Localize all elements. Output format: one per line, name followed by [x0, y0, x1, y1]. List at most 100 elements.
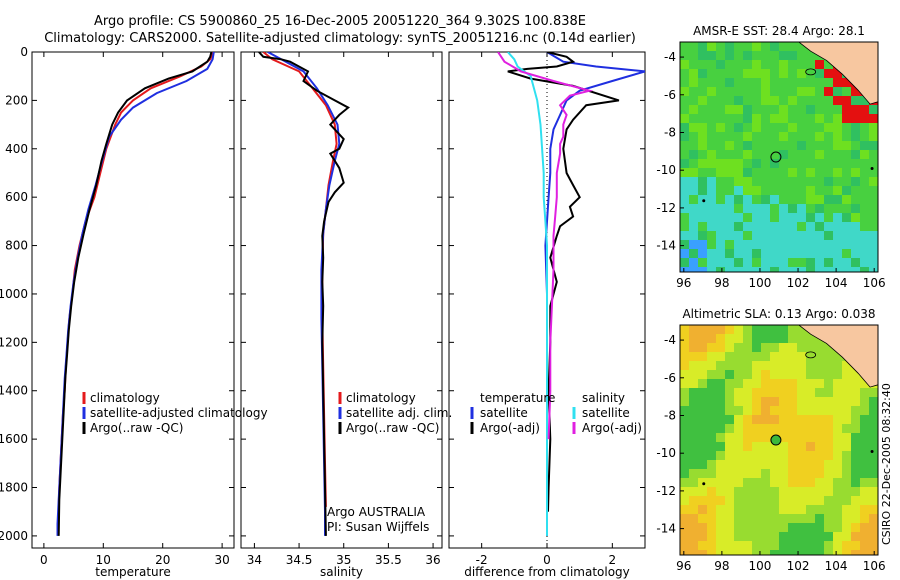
map-cell: [707, 231, 717, 241]
map-cell: [770, 177, 780, 187]
map-cell: [770, 397, 780, 407]
map-cell: [734, 505, 744, 515]
map-cell: [779, 204, 789, 214]
map-cell: [707, 267, 717, 272]
map-cell: [752, 42, 762, 52]
map-cell: [761, 469, 771, 479]
map-cell: [725, 222, 735, 232]
map-cell: [860, 505, 870, 515]
map-cell: [725, 397, 735, 407]
title-line-1: Argo profile: CS 5900860_25 16-Dec-2005 …: [94, 14, 586, 29]
map-cell: [698, 433, 708, 443]
map-cell: [815, 258, 825, 268]
map-cell: [815, 240, 825, 250]
map-cell: [761, 334, 771, 344]
map-cell: [689, 397, 699, 407]
map-cell: [725, 132, 735, 142]
map-cell: [716, 213, 726, 223]
map-cell: [725, 550, 735, 555]
map-cell: [851, 186, 861, 196]
map-cell: [689, 523, 699, 533]
map-cell: [797, 469, 807, 479]
map-cell: [752, 433, 762, 443]
map-cell: [716, 460, 726, 470]
map-cell: [833, 78, 843, 88]
map-cell: [815, 433, 825, 443]
map-cell: [680, 60, 690, 70]
map-cell: [797, 532, 807, 542]
map-cell: [842, 379, 852, 389]
map-cell: [824, 433, 834, 443]
map-cell: [770, 105, 780, 115]
map-cell: [698, 168, 708, 178]
map-cell: [869, 532, 878, 542]
map-cell: [752, 505, 762, 515]
map-cell: [770, 78, 780, 88]
map-cell: [734, 141, 744, 151]
map-cell: [770, 442, 780, 452]
map-cell: [689, 240, 699, 250]
map-cell: [860, 388, 870, 398]
map-cell: [743, 123, 753, 133]
map-cell: [833, 105, 843, 115]
map-cell: [761, 60, 771, 70]
map-cell: [761, 523, 771, 533]
map-cell: [698, 60, 708, 70]
map-cell: [779, 388, 789, 398]
map-cell: [869, 258, 878, 268]
map-cell: [842, 132, 852, 142]
map-cell: [743, 424, 753, 434]
map-cell: [698, 42, 708, 52]
map-cell: [698, 541, 708, 551]
map-cell: [716, 69, 726, 79]
map-cell: [734, 60, 744, 70]
map-cell: [797, 204, 807, 214]
map-cell: [680, 415, 690, 425]
map-y-tick-label-sla: -8: [664, 408, 676, 422]
legend-label-sal: Argo(..raw -QC): [346, 421, 439, 435]
map-cell: [806, 514, 816, 524]
map-cell: [815, 168, 825, 178]
map-cell: [806, 123, 816, 133]
map-cell: [698, 388, 708, 398]
map-cell: [770, 96, 780, 106]
map-cell: [698, 204, 708, 214]
map-cell: [770, 325, 780, 335]
map-cell: [860, 150, 870, 160]
map-cell: [824, 204, 834, 214]
map-cell: [824, 150, 834, 160]
map-cell: [689, 60, 699, 70]
map-cell: [806, 343, 816, 353]
map-cell: [833, 460, 843, 470]
map-cell: [707, 334, 717, 344]
map-cell: [851, 159, 861, 169]
map-cell: [788, 177, 798, 187]
map-cell: [680, 96, 690, 106]
map-cell: [752, 240, 762, 250]
map-cell: [797, 361, 807, 371]
map-cell: [680, 240, 690, 250]
map-cell: [734, 69, 744, 79]
map-cell: [716, 541, 726, 551]
map-cell: [689, 550, 699, 555]
legend-label-diff: Argo(-adj): [582, 421, 642, 435]
map-x-tick-label-sla: 104: [825, 559, 848, 573]
map-cell: [707, 159, 717, 169]
map-cell: [824, 159, 834, 169]
map-cell: [797, 150, 807, 160]
map-cell: [860, 96, 870, 106]
map-cell: [707, 87, 717, 97]
map-cell: [725, 388, 735, 398]
map-cell: [716, 123, 726, 133]
map-cell: [716, 406, 726, 416]
map-cell: [788, 514, 798, 524]
map-cell: [716, 42, 726, 52]
map-cell: [734, 150, 744, 160]
map-cell: [734, 168, 744, 178]
map-cell: [734, 186, 744, 196]
map-cell: [734, 240, 744, 250]
map-cell: [716, 415, 726, 425]
map-cell: [680, 249, 690, 259]
map-cell: [734, 523, 744, 533]
map-cell: [689, 258, 699, 268]
